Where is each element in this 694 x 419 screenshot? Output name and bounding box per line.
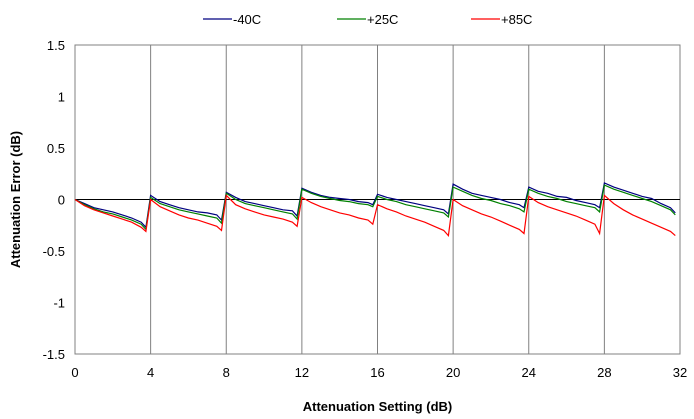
x-tick-label: 20 [446, 365, 460, 380]
x-tick-label: 28 [597, 365, 611, 380]
legend: -40C +25C +85C [203, 12, 532, 27]
y-tick-labels: 1.5 1 0.5 0 -0.5 -1 -1.5 [43, 38, 65, 362]
y-tick-label: 1.5 [47, 38, 65, 53]
y-tick-label: -1.5 [43, 347, 65, 362]
legend-label-2: +85C [501, 12, 532, 27]
y-tick-label: 1 [58, 90, 65, 105]
y-tick-label: -0.5 [43, 244, 65, 259]
legend-label-0: -40C [233, 12, 261, 27]
x-tick-label: 32 [673, 365, 687, 380]
x-tick-label: 4 [147, 365, 154, 380]
x-tick-label: 0 [71, 365, 78, 380]
y-tick-label: -1 [53, 296, 65, 311]
y-tick-label: 0.5 [47, 141, 65, 156]
series-line-0 [74, 182, 676, 229]
x-tick-label: 12 [295, 365, 309, 380]
x-axis-title: Attenuation Setting (dB) [303, 399, 452, 414]
y-axis-title: Attenuation Error (dB) [8, 131, 23, 268]
x-tick-labels: 0 4 8 12 16 20 24 28 32 [71, 365, 687, 380]
x-tick-label: 8 [223, 365, 230, 380]
series-line-1 [74, 184, 676, 231]
series-group [74, 182, 676, 237]
legend-label-1: +25C [367, 12, 398, 27]
x-tick-label: 16 [370, 365, 384, 380]
series-line-2 [74, 194, 676, 237]
y-tick-label: 0 [58, 193, 65, 208]
x-tick-label: 24 [522, 365, 536, 380]
